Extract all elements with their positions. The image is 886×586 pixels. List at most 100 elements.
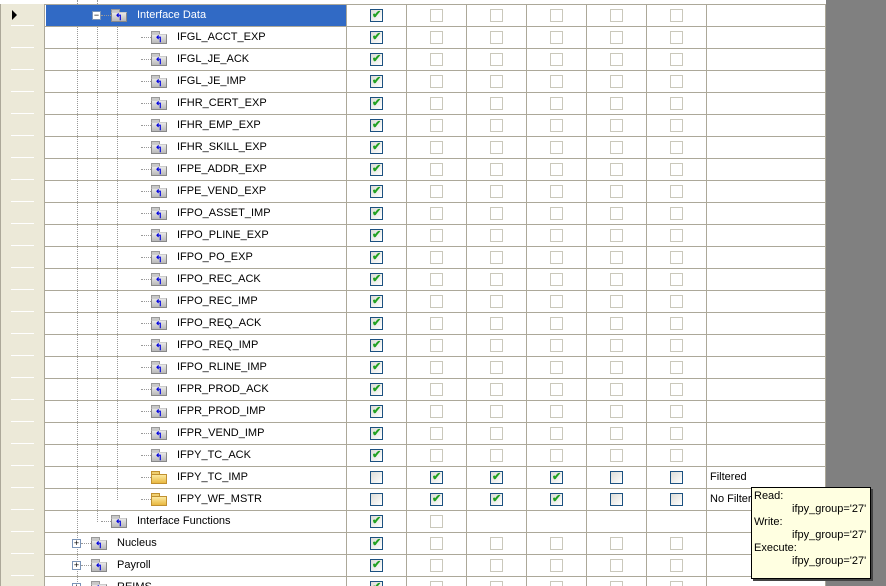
table-row[interactable]: ↰ IFPO_REC_ACK	[0, 267, 826, 290]
row-header[interactable]	[0, 201, 45, 224]
table-row[interactable]: ↰ IFPR_VEND_IMP	[0, 421, 826, 444]
tree-cell[interactable]: + ↰ Nucleus	[46, 533, 346, 554]
table-row[interactable]: + ↰ REIMS	[0, 575, 826, 586]
table-row[interactable]: ↰ IFPR_PROD_ACK	[0, 377, 826, 400]
tree-cell[interactable]: ↰ IFHR_CERT_EXP	[46, 93, 346, 114]
table-row[interactable]: ↰ IFPO_RLINE_IMP	[0, 355, 826, 378]
table-row[interactable]: IFPY_WF_MSTRNo Filter	[0, 487, 826, 510]
expand-icon[interactable]: +	[72, 538, 81, 548]
row-header[interactable]	[0, 179, 45, 202]
read-checkbox[interactable]	[370, 448, 383, 462]
tree-cell[interactable]: ↰ IFHR_SKILL_EXP	[46, 137, 346, 158]
tree-cell[interactable]: ↰ IFHR_EMP_EXP	[46, 115, 346, 136]
tree-cell[interactable]: ↰ IFPO_PLINE_EXP	[46, 225, 346, 246]
table-row[interactable]: ↰ IFPY_TC_ACK	[0, 443, 826, 466]
table-row[interactable]: ↰ IFGL_JE_ACK	[0, 47, 826, 70]
tree-cell[interactable]: ↰ IFPO_ASSET_IMP	[46, 203, 346, 224]
table-row[interactable]: IFPY_TC_IMP Filtered	[0, 465, 826, 488]
read-checkbox[interactable]	[370, 8, 383, 22]
table-row[interactable]: ↰ IFPO_PO_EXP	[0, 245, 826, 268]
tree-cell[interactable]: ↰ IFPO_REQ_IMP	[46, 335, 346, 356]
row-header[interactable]	[0, 333, 45, 356]
read-checkbox[interactable]	[370, 118, 383, 132]
write-checkbox[interactable]	[430, 470, 443, 484]
tree-cell[interactable]: ↰ IFPO_REC_IMP	[46, 291, 346, 312]
perm4-checkbox[interactable]	[550, 492, 563, 506]
read-checkbox[interactable]	[370, 580, 383, 586]
read-checkbox[interactable]	[370, 250, 383, 264]
row-header[interactable]	[0, 113, 45, 136]
tree-cell[interactable]: IFPY_WF_MSTR	[46, 489, 346, 510]
row-header[interactable]	[0, 91, 45, 114]
table-row[interactable]: ↰ IFHR_CERT_EXP	[0, 91, 826, 114]
tree-cell[interactable]: − ↰ Interface Data	[46, 5, 346, 26]
row-header[interactable]	[0, 223, 45, 246]
row-header[interactable]	[0, 311, 45, 334]
read-checkbox[interactable]	[370, 228, 383, 242]
read-checkbox[interactable]	[370, 493, 383, 506]
row-header[interactable]	[0, 575, 45, 586]
table-row[interactable]: ↰ IFGL_JE_IMP	[0, 69, 826, 92]
tree-cell[interactable]: ↰ IFPE_ADDR_EXP	[46, 159, 346, 180]
row-header[interactable]	[0, 509, 45, 532]
row-header[interactable]	[0, 421, 45, 444]
perm5-checkbox[interactable]	[610, 471, 623, 484]
read-checkbox[interactable]	[370, 360, 383, 374]
read-checkbox[interactable]	[370, 30, 383, 44]
table-row[interactable]: ↰ IFPR_PROD_IMP	[0, 399, 826, 422]
tree-cell[interactable]: ↰ IFPY_TC_ACK	[46, 445, 346, 466]
execute-checkbox[interactable]	[490, 492, 503, 506]
tree-cell[interactable]: + ↰ REIMS	[46, 577, 346, 586]
row-header[interactable]	[0, 553, 45, 576]
row-header[interactable]	[0, 245, 45, 268]
read-checkbox[interactable]	[370, 536, 383, 550]
read-checkbox[interactable]	[370, 162, 383, 176]
tree-cell[interactable]: ↰ IFPO_PO_EXP	[46, 247, 346, 268]
read-checkbox[interactable]	[370, 514, 383, 528]
table-row[interactable]: ↰ IFPE_VEND_EXP	[0, 179, 826, 202]
row-header[interactable]	[0, 443, 45, 466]
read-checkbox[interactable]	[370, 140, 383, 154]
write-checkbox[interactable]	[430, 492, 443, 506]
table-row[interactable]: ↰ IFPO_ASSET_IMP	[0, 201, 826, 224]
table-row[interactable]: ↰ IFHR_SKILL_EXP	[0, 135, 826, 158]
row-header[interactable]	[0, 289, 45, 312]
collapse-icon[interactable]: −	[92, 10, 101, 20]
tree-cell[interactable]: ↰ IFGL_ACCT_EXP	[46, 27, 346, 48]
perm6-checkbox[interactable]	[670, 471, 683, 484]
row-header[interactable]	[0, 399, 45, 422]
row-header[interactable]	[0, 355, 45, 378]
read-checkbox[interactable]	[370, 96, 383, 110]
tree-cell[interactable]: ↰ IFPO_REC_ACK	[46, 269, 346, 290]
table-row[interactable]: + ↰ Payroll	[0, 553, 826, 576]
read-checkbox[interactable]	[370, 206, 383, 220]
tree-cell[interactable]: ↰ IFGL_JE_IMP	[46, 71, 346, 92]
read-checkbox[interactable]	[370, 316, 383, 330]
expand-icon[interactable]: +	[72, 560, 81, 570]
read-checkbox[interactable]	[370, 382, 383, 396]
row-header[interactable]	[0, 267, 45, 290]
tree-cell[interactable]: ↰ Interface Functions	[46, 511, 346, 532]
read-checkbox[interactable]	[370, 74, 383, 88]
row-header[interactable]	[0, 465, 45, 488]
row-header[interactable]	[0, 487, 45, 510]
read-checkbox[interactable]	[370, 404, 383, 418]
read-checkbox[interactable]	[370, 294, 383, 308]
tree-cell[interactable]: IFPY_TC_IMP	[46, 467, 346, 488]
tree-cell[interactable]: ↰ IFPE_VEND_EXP	[46, 181, 346, 202]
read-checkbox[interactable]	[370, 426, 383, 440]
row-header[interactable]	[0, 531, 45, 554]
perm4-checkbox[interactable]	[550, 470, 563, 484]
read-checkbox[interactable]	[370, 52, 383, 66]
execute-checkbox[interactable]	[490, 470, 503, 484]
table-row[interactable]: ↰ IFPE_ADDR_EXP	[0, 157, 826, 180]
row-header[interactable]	[0, 47, 45, 70]
row-header[interactable]	[0, 3, 45, 26]
tree-cell[interactable]: ↰ IFPR_PROD_IMP	[46, 401, 346, 422]
table-row[interactable]: − ↰ Interface Data	[0, 3, 826, 26]
row-header[interactable]	[0, 25, 45, 48]
read-checkbox[interactable]	[370, 338, 383, 352]
tree-cell[interactable]: ↰ IFPO_RLINE_IMP	[46, 357, 346, 378]
perm5-checkbox[interactable]	[610, 493, 623, 506]
table-row[interactable]: ↰ IFPO_PLINE_EXP	[0, 223, 826, 246]
